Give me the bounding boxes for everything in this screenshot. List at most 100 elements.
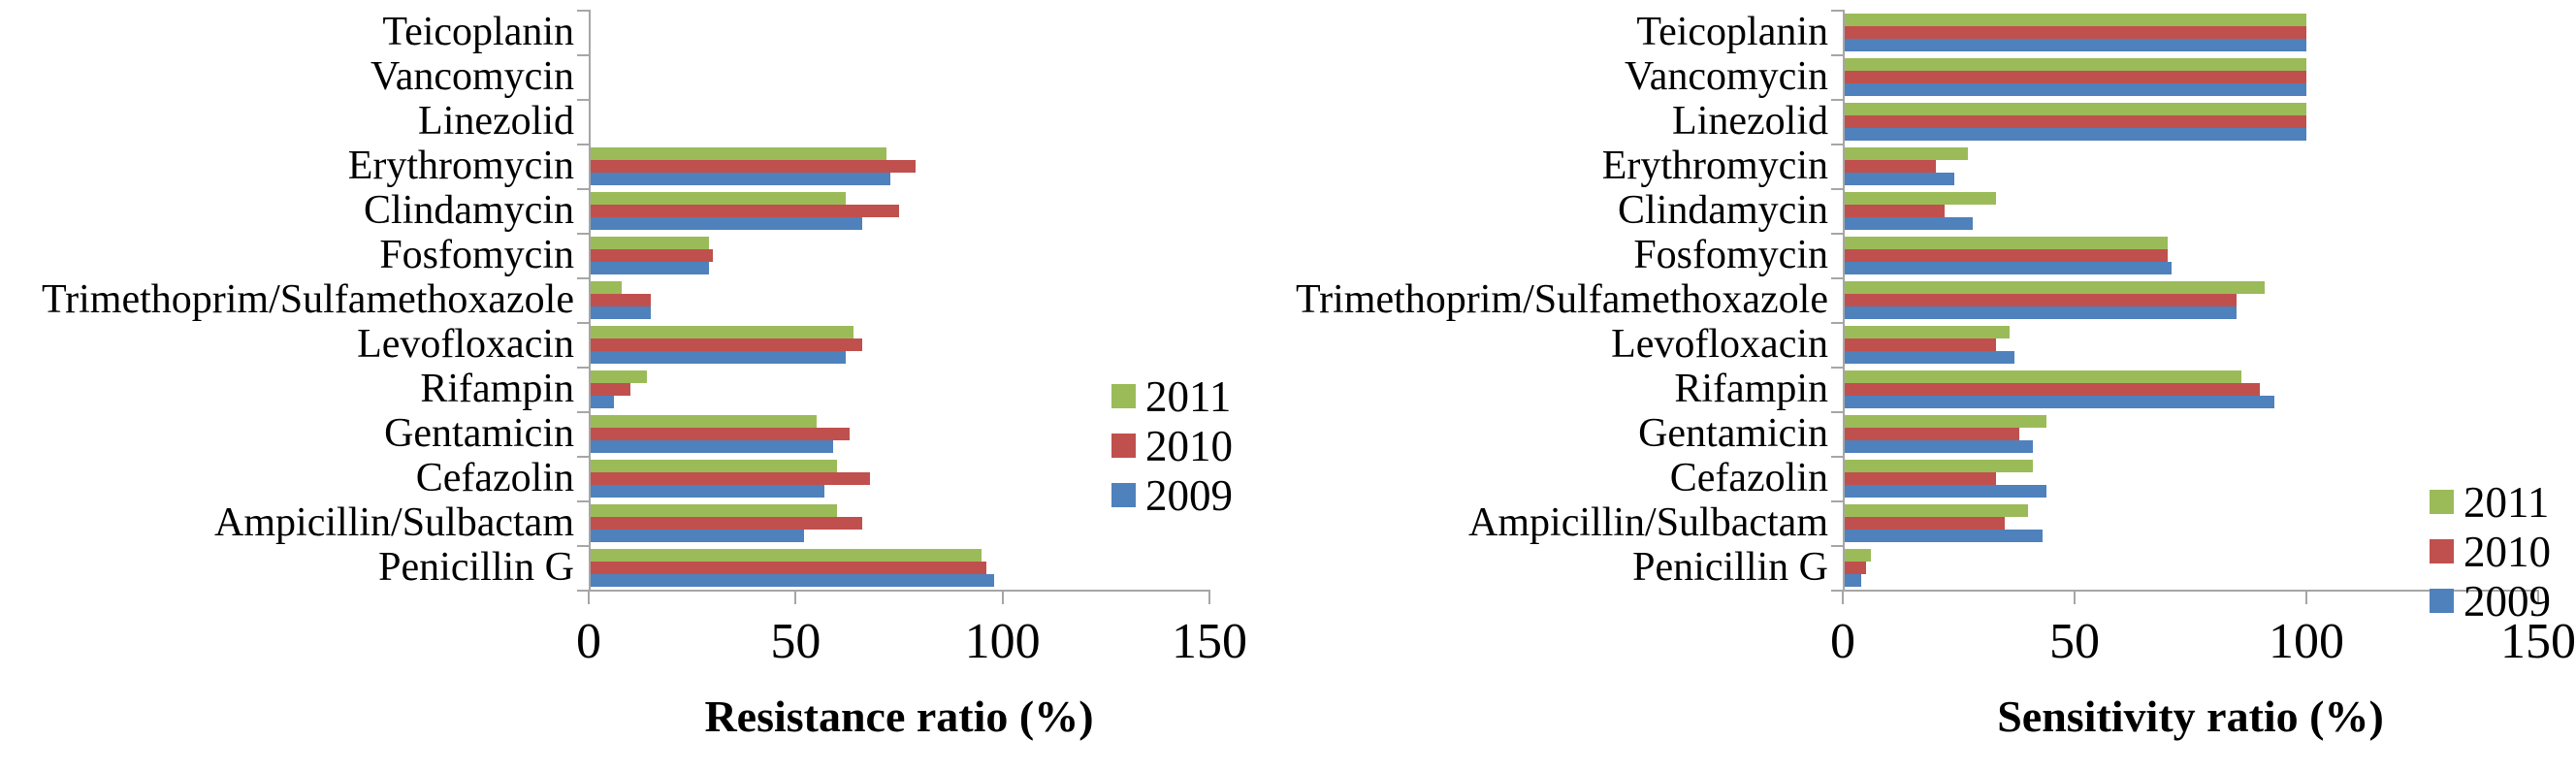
bar-group-row bbox=[589, 147, 1209, 185]
x-tick-label: 50 bbox=[2049, 614, 2100, 669]
bar-2011 bbox=[589, 237, 709, 249]
bar-2011 bbox=[1843, 326, 2011, 338]
bar-2009 bbox=[589, 217, 862, 230]
category-label: Gentamicin bbox=[1638, 411, 1828, 456]
bar-2009 bbox=[1843, 485, 2047, 498]
category-label: Teicoplanin bbox=[1636, 10, 1828, 54]
x-tick-label: 0 bbox=[576, 614, 601, 669]
category-tick bbox=[577, 277, 589, 279]
bar-2011 bbox=[589, 326, 854, 338]
category-label: Cefazolin bbox=[415, 456, 574, 500]
bar-2010 bbox=[1843, 26, 2306, 39]
bar-2010 bbox=[1843, 428, 2019, 440]
bar-group-row bbox=[1843, 14, 2538, 51]
bar-group-row bbox=[589, 326, 1209, 364]
category-tick bbox=[577, 99, 589, 101]
legend-swatch-icon bbox=[1111, 384, 1136, 408]
legend-swatch-icon bbox=[2430, 490, 2454, 514]
legend-item-2009: 2009 bbox=[2430, 576, 2551, 626]
bar-group-row bbox=[1843, 237, 2538, 274]
bar-group-row bbox=[589, 370, 1209, 408]
bar-2010 bbox=[1843, 115, 2306, 128]
category-tick bbox=[577, 54, 589, 56]
bar-2009 bbox=[1843, 530, 2043, 542]
x-axis bbox=[1843, 590, 2538, 592]
category-label: Trimethoprim/Sulfamethoxazole bbox=[41, 277, 574, 322]
category-tick bbox=[1831, 277, 1843, 279]
x-axis-title: Resistance ratio (%) bbox=[704, 692, 1094, 741]
bar-group-row bbox=[1843, 192, 2538, 230]
category-tick bbox=[1831, 322, 1843, 324]
bar-2009 bbox=[589, 173, 891, 185]
category-label: Teicoplanin bbox=[382, 10, 574, 54]
bar-2011 bbox=[589, 504, 837, 517]
x-axis-title: Sensitivity ratio (%) bbox=[1997, 692, 2384, 741]
legend-item-2011: 2011 bbox=[2430, 477, 2551, 527]
category-label: Fosfomycin bbox=[1633, 233, 1828, 277]
bar-group-row bbox=[589, 549, 1209, 587]
bar-2010 bbox=[589, 205, 899, 217]
category-tick bbox=[1831, 99, 1843, 101]
bar-2010 bbox=[1843, 71, 2306, 83]
bar-2011 bbox=[1843, 192, 1996, 205]
bar-group-row bbox=[1843, 415, 2538, 453]
legend-label: 2010 bbox=[2463, 527, 2551, 576]
legend-swatch-icon bbox=[1111, 483, 1136, 507]
bar-2009 bbox=[589, 351, 846, 364]
category-label: Gentamicin bbox=[384, 411, 574, 456]
bar-2010 bbox=[1843, 562, 1866, 574]
category-tick bbox=[577, 456, 589, 458]
category-tick bbox=[577, 144, 589, 145]
category-tick bbox=[577, 590, 589, 592]
bar-group-row bbox=[1843, 58, 2538, 96]
bar-group-row bbox=[1843, 147, 2538, 185]
bar-2009 bbox=[1843, 574, 1862, 587]
bar-2010 bbox=[1843, 294, 2238, 306]
bar-2009 bbox=[589, 574, 995, 587]
x-tick bbox=[1842, 590, 1844, 604]
x-tick bbox=[2537, 590, 2539, 604]
y-axis bbox=[589, 10, 591, 590]
bar-2010 bbox=[589, 160, 917, 173]
bar-2011 bbox=[1843, 147, 1969, 160]
bar-group-row bbox=[589, 192, 1209, 230]
legend-swatch-icon bbox=[1111, 434, 1136, 458]
x-tick bbox=[2305, 590, 2307, 604]
x-tick bbox=[2074, 590, 2076, 604]
bar-2009 bbox=[1843, 217, 1973, 230]
legend-swatch-icon bbox=[2430, 589, 2454, 613]
category-tick bbox=[577, 500, 589, 502]
bar-2009 bbox=[589, 396, 614, 408]
category-tick bbox=[1831, 411, 1843, 413]
x-tick bbox=[1001, 590, 1004, 604]
bar-2010 bbox=[1843, 160, 1936, 173]
bar-2009 bbox=[589, 440, 833, 453]
legend-label: 2009 bbox=[1145, 470, 1233, 520]
category-tick bbox=[577, 367, 589, 369]
legend-item-2010: 2010 bbox=[2430, 527, 2551, 576]
bar-group-row bbox=[589, 281, 1209, 319]
category-label: Linezolid bbox=[1672, 99, 1828, 144]
legend: 2011 2010 2009 bbox=[1111, 371, 1233, 520]
bar-2009 bbox=[1843, 351, 2014, 364]
bar-2011 bbox=[1843, 415, 2047, 428]
x-tick bbox=[1208, 590, 1210, 604]
bar-2011 bbox=[589, 370, 647, 383]
category-tick bbox=[577, 233, 589, 235]
category-tick bbox=[1831, 54, 1843, 56]
category-tick bbox=[1831, 10, 1843, 12]
bar-group-row bbox=[1843, 460, 2538, 498]
bar-group-row bbox=[1843, 549, 2538, 587]
bar-2009 bbox=[1843, 39, 2306, 51]
bar-2009 bbox=[589, 485, 825, 498]
category-label: Penicillin G bbox=[1632, 545, 1828, 590]
chart-sensitivity: Teicoplanin Vancomycin Linezolid Erythromyc… bbox=[1288, 0, 2576, 772]
category-tick bbox=[577, 545, 589, 547]
bar-2011 bbox=[1843, 103, 2306, 115]
category-tick bbox=[1831, 500, 1843, 502]
bar-2011 bbox=[589, 192, 846, 205]
bar-2011 bbox=[1843, 281, 2265, 294]
bar-2011 bbox=[1843, 549, 1871, 562]
bar-2011 bbox=[1843, 460, 2033, 472]
x-tick bbox=[794, 590, 797, 604]
